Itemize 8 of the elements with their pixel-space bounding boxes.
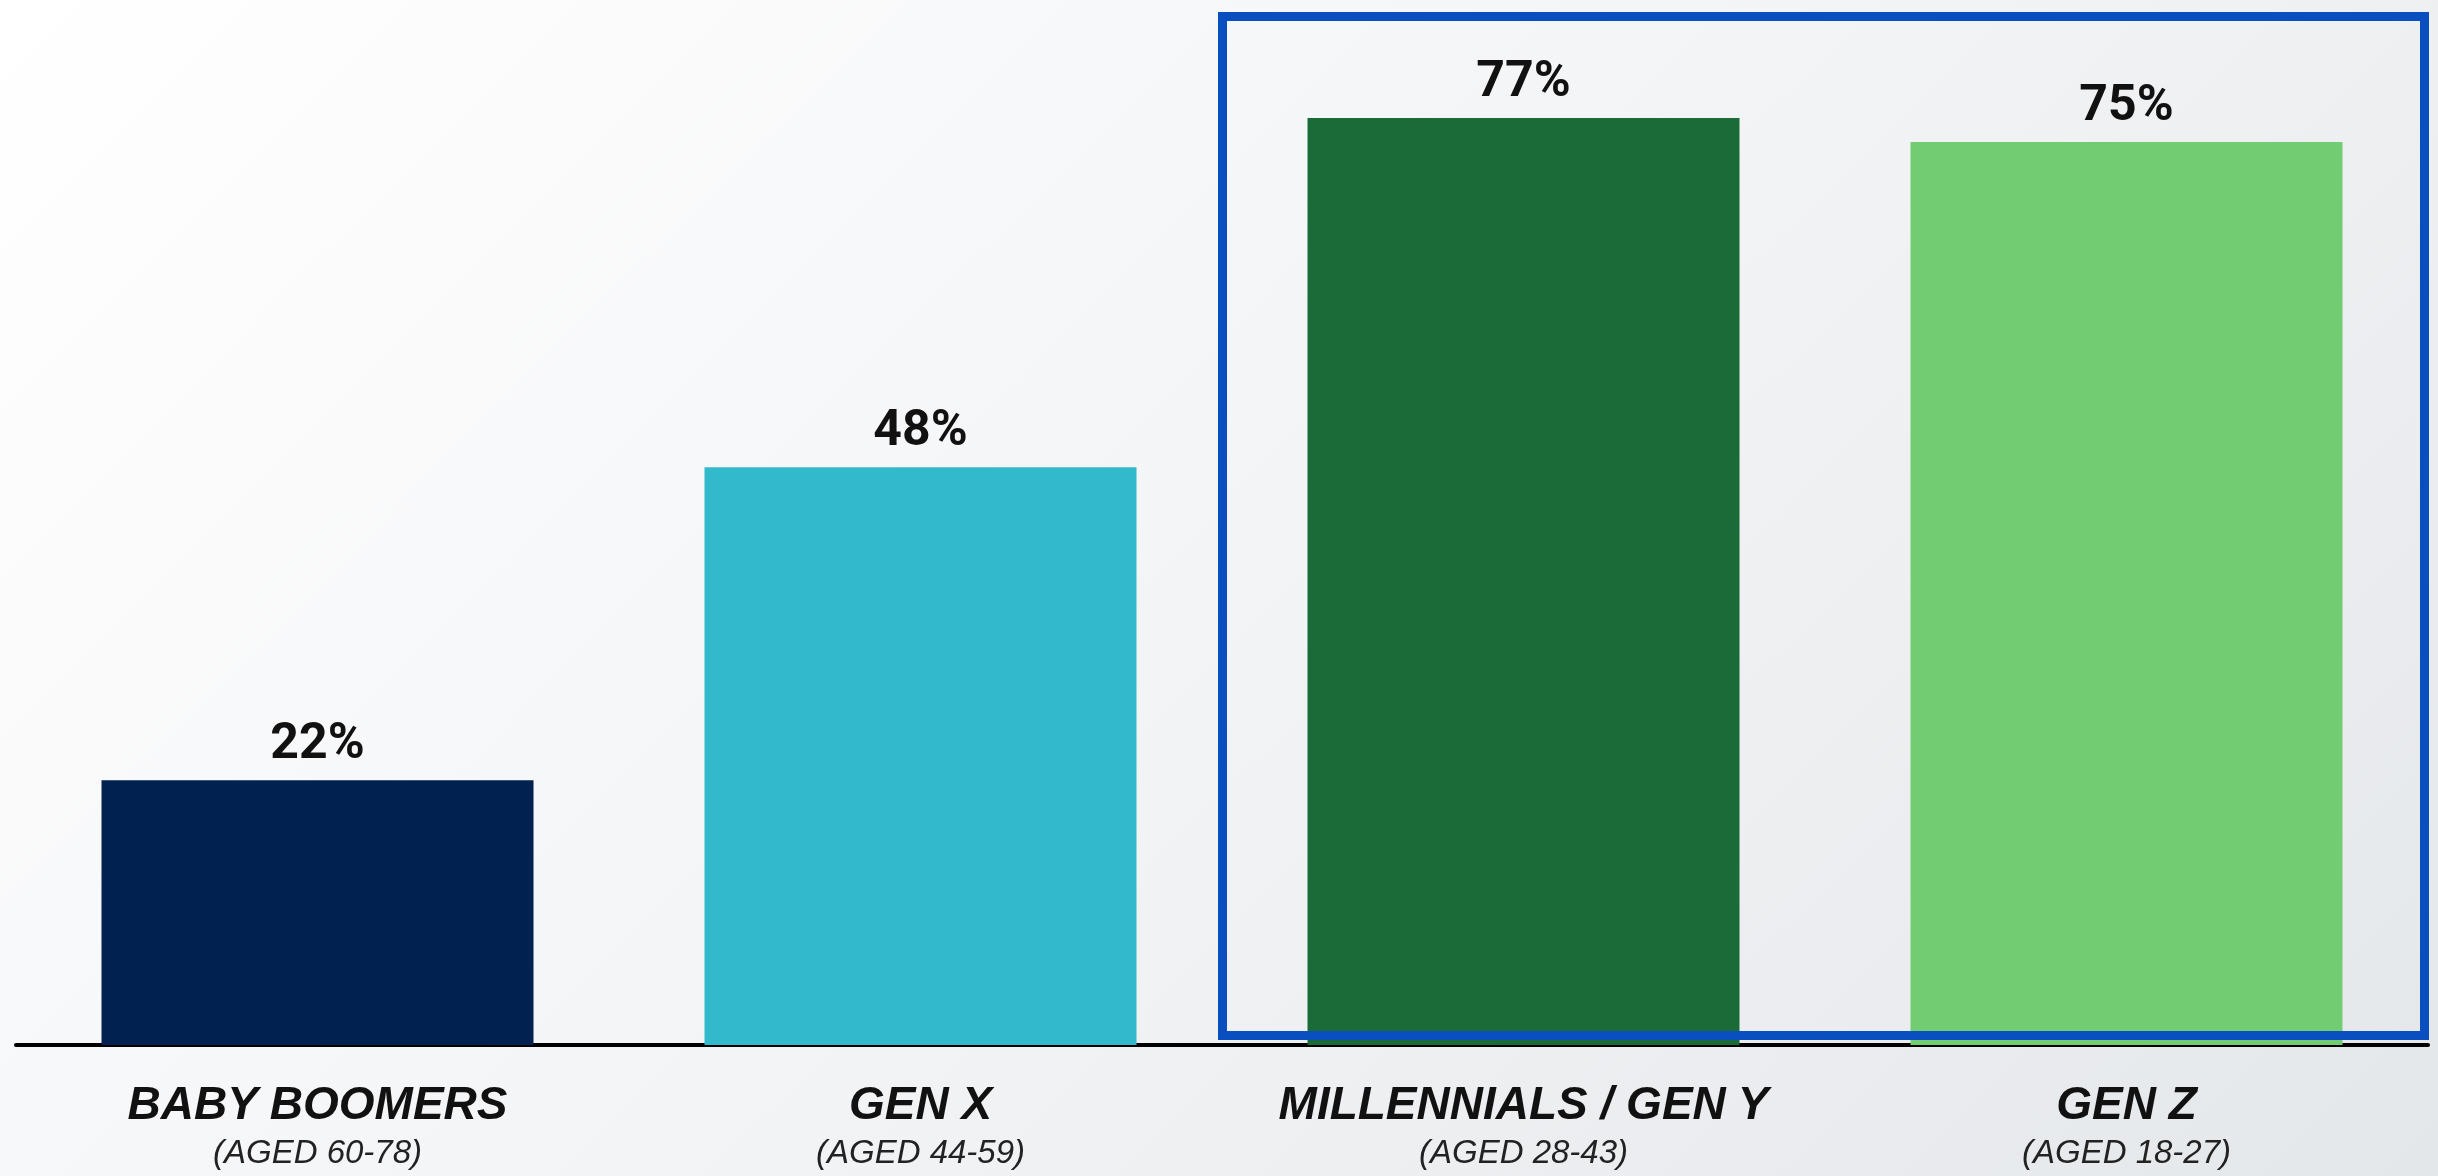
data-label: 77% xyxy=(1476,50,1571,108)
x-tick-label: MILLENNIALS / GEN Y (AGED 28-43) xyxy=(1278,1077,1773,1170)
data-label: 22% xyxy=(270,712,365,771)
x-tick-label: GEN X (AGED 44-59) xyxy=(815,1077,1026,1170)
x-tick-label: BABY BOOMERS (AGED 60-78) xyxy=(127,1077,508,1170)
data-label: 75% xyxy=(2079,74,2174,133)
x-tick-label: GEN Z (AGED 18-27) xyxy=(2021,1077,2232,1170)
data-label: 48% xyxy=(873,399,968,458)
